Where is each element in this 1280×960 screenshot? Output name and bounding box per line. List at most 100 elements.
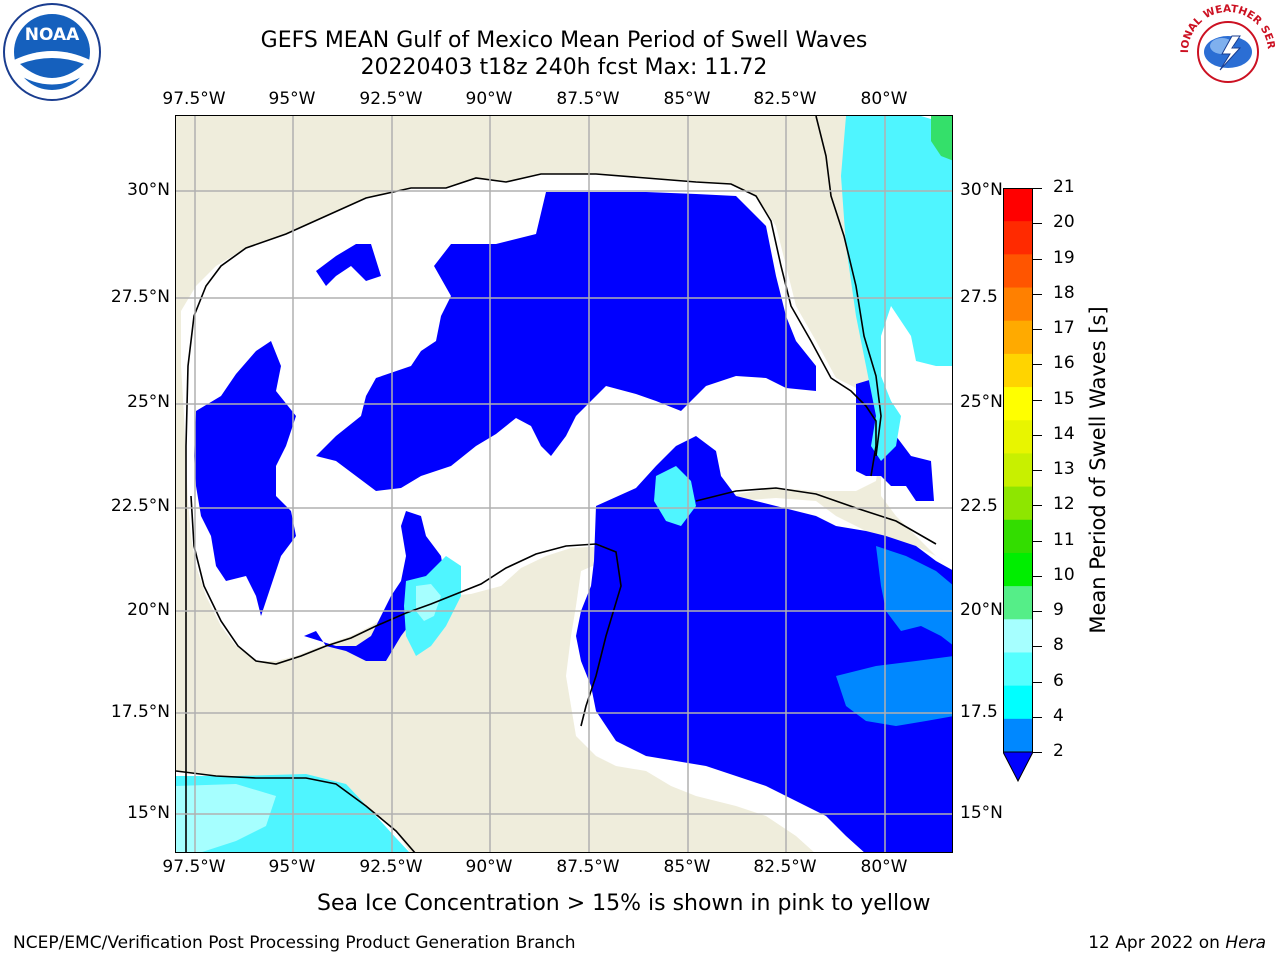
lat-tick-left: 27.5°N bbox=[110, 287, 170, 307]
lon-tick-bottom: 97.5°W bbox=[162, 857, 226, 877]
nws-logo: NATIONAL WEATHER SERVICE bbox=[1178, 2, 1277, 99]
footer-credit: NCEP/EMC/Verification Post Processing Pr… bbox=[13, 933, 576, 953]
colorbar-segment bbox=[1003, 320, 1033, 355]
colorbar-tick-label: 9 bbox=[1053, 600, 1064, 620]
lat-tick-right: 17.5 bbox=[960, 702, 998, 722]
colorbar-extend-arrow bbox=[1003, 751, 1033, 782]
colorbar-tick-mark bbox=[1033, 470, 1042, 472]
colorbar-tick-mark bbox=[1033, 434, 1042, 436]
colorbar-tick-label: 19 bbox=[1053, 247, 1075, 268]
colorbar-border bbox=[1003, 188, 1033, 753]
colorbar-segment bbox=[1003, 586, 1033, 620]
colorbar-tick-label: 4 bbox=[1053, 705, 1064, 726]
colorbar-segment bbox=[1003, 519, 1033, 554]
colorbar bbox=[1003, 188, 1033, 782]
lon-tick-top: 95°W bbox=[268, 89, 316, 109]
colorbar-segment bbox=[1003, 420, 1033, 454]
lat-tick-right: 20°N bbox=[960, 600, 1003, 620]
colorbar-segment bbox=[1003, 486, 1033, 521]
noaa-logo: NOAA bbox=[3, 3, 101, 101]
lon-tick-bottom: 95°W bbox=[268, 857, 316, 877]
lon-tick-bottom: 90°W bbox=[465, 857, 513, 877]
lat-tick-left: 20°N bbox=[127, 600, 170, 620]
lon-tick-bottom: 92.5°W bbox=[359, 857, 423, 877]
lon-tick-top: 82.5°W bbox=[753, 89, 817, 109]
colorbar-tick-mark bbox=[1033, 681, 1042, 683]
colorbar-tick-label: 14 bbox=[1053, 423, 1075, 444]
colorbar-tick-label: 11 bbox=[1053, 529, 1075, 550]
lat-tick-left: 22.5°N bbox=[110, 496, 170, 516]
medium-blue-jamaica bbox=[836, 656, 952, 726]
lat-tick-right: 27.5 bbox=[960, 287, 998, 307]
graticule bbox=[176, 116, 952, 852]
lat-tick-left: 15°N bbox=[127, 803, 170, 823]
colorbar-tick-label: 15 bbox=[1053, 388, 1075, 409]
lon-tick-bottom: 80°W bbox=[860, 857, 908, 877]
lon-tick-top: 85°W bbox=[663, 89, 711, 109]
blue-region-bay-campeche bbox=[304, 511, 446, 661]
colorbar-tick-label: 20 bbox=[1053, 212, 1075, 233]
lon-tick-bottom: 87.5°W bbox=[556, 857, 620, 877]
colorbar-tick-label: 12 bbox=[1053, 494, 1075, 515]
lon-tick-top: 80°W bbox=[860, 89, 908, 109]
colorbar-tick-mark bbox=[1033, 575, 1042, 577]
colorbar-segment bbox=[1003, 254, 1033, 289]
colorbar-segment bbox=[1003, 718, 1033, 753]
colorbar-tick-mark bbox=[1033, 293, 1042, 295]
cyan-region-atlantic bbox=[841, 116, 952, 461]
colorbar-segment bbox=[1003, 552, 1033, 587]
colorbar-segment bbox=[1003, 685, 1033, 720]
colorbar-segment bbox=[1003, 619, 1033, 653]
lat-tick-left: 17.5°N bbox=[110, 702, 170, 722]
colorbar-tick-label: 21 bbox=[1053, 177, 1075, 197]
lon-tick-bottom: 82.5°W bbox=[753, 857, 817, 877]
colorbar-tick-mark bbox=[1033, 752, 1042, 754]
blue-region-west bbox=[194, 341, 296, 616]
map-svg bbox=[176, 116, 952, 852]
colorbar-tick-label: 6 bbox=[1053, 670, 1064, 691]
cyan-region-yucatan-channel bbox=[654, 466, 696, 526]
blue-region-north bbox=[316, 192, 816, 491]
medium-blue-east-caribbean bbox=[876, 546, 952, 645]
colorbar-tick-mark bbox=[1033, 223, 1042, 225]
lat-tick-left: 25°N bbox=[127, 392, 170, 412]
colorbar-tick-mark bbox=[1033, 188, 1042, 190]
svg-text:NOAA: NOAA bbox=[25, 25, 80, 45]
colorbar-tick-mark bbox=[1033, 329, 1042, 331]
colorbar-segment bbox=[1003, 188, 1033, 222]
blue-region-west-north bbox=[316, 244, 381, 286]
colorbar-tick-mark bbox=[1033, 540, 1042, 542]
colorbar-tick-mark bbox=[1033, 646, 1042, 648]
footer-host: Hera bbox=[1225, 933, 1266, 953]
colorbar-segment bbox=[1003, 652, 1033, 687]
lon-tick-top: 87.5°W bbox=[556, 89, 620, 109]
chart-subtitle: 20220403 t18z 240h fcst Max: 11.72 bbox=[360, 55, 768, 80]
colorbar-tick-label: 13 bbox=[1053, 459, 1075, 479]
colorbar-segment bbox=[1003, 353, 1033, 388]
lat-tick-right: 30°N bbox=[960, 180, 1003, 200]
light-cyan-pacific bbox=[176, 784, 276, 852]
green-region-atlantic bbox=[931, 116, 952, 161]
colorbar-segment bbox=[1003, 221, 1033, 255]
lon-tick-top: 97.5°W bbox=[162, 89, 226, 109]
chart-title: GEFS MEAN Gulf of Mexico Mean Period of … bbox=[260, 28, 868, 53]
colorbar-segment bbox=[1003, 387, 1033, 421]
colorbar-segment bbox=[1003, 287, 1033, 322]
map-panel bbox=[175, 115, 953, 853]
lat-tick-left: 30°N bbox=[127, 180, 170, 200]
colorbar-tick-label: 18 bbox=[1053, 282, 1075, 303]
blue-region-caribbean bbox=[576, 436, 952, 852]
lat-tick-right: 25°N bbox=[960, 392, 1003, 412]
lon-tick-top: 92.5°W bbox=[359, 89, 423, 109]
swell-field bbox=[176, 116, 952, 852]
lat-tick-right: 15°N bbox=[960, 803, 1003, 823]
colorbar-tick-label: 17 bbox=[1053, 318, 1075, 338]
colorbar-segment bbox=[1003, 453, 1033, 488]
colorbar-tick-label: 10 bbox=[1053, 564, 1075, 585]
colorbar-tick-mark bbox=[1033, 716, 1042, 718]
colorbar-tick-mark bbox=[1033, 399, 1042, 401]
colorbar-tick-label: 2 bbox=[1053, 741, 1064, 761]
colorbar-tick-label: 8 bbox=[1053, 635, 1064, 656]
coastline bbox=[176, 116, 937, 852]
lat-tick-right: 22.5 bbox=[960, 496, 998, 516]
